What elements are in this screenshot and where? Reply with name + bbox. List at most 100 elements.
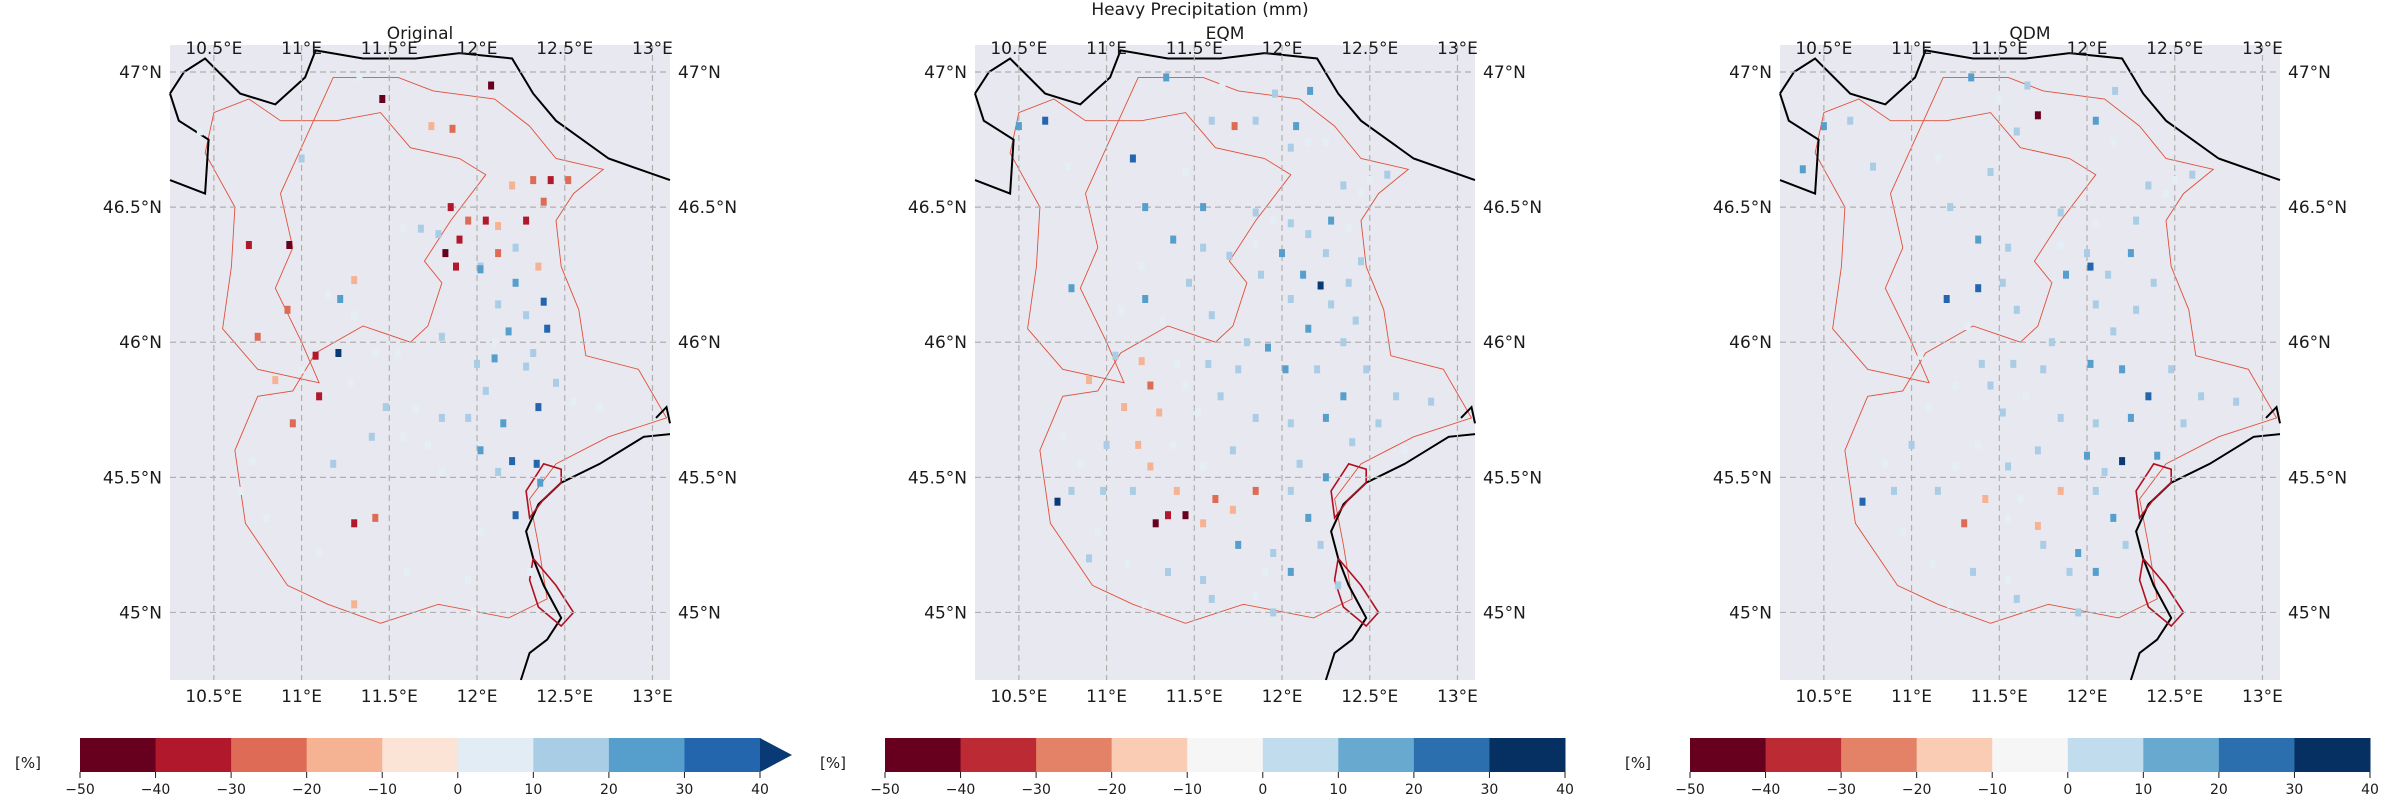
grid-cell [2057, 208, 2064, 217]
colorbar-tick-label: 10 [2134, 782, 2152, 798]
lon-tick-bottom: 12.5°E [2146, 687, 2203, 707]
colorbar: −50 −40 −30 −20 −10 0 10 20 30 40 [%] [15, 738, 792, 798]
map-panel-original: 10.5°E 10.5°E 11°E 11°E 11.5°E 11.5°E 12°E 12°E… [103, 24, 737, 707]
grid-cell [1252, 241, 1259, 249]
grid-cell [1952, 462, 1959, 471]
grid-cell [286, 241, 293, 249]
grid-cell [316, 549, 323, 557]
western-border [1779, 93, 1820, 196]
grid-cell [1340, 338, 1347, 347]
grid-cell [1229, 446, 1236, 455]
grid-cell [1366, 176, 1373, 185]
grid-cell [523, 311, 530, 320]
grid-cell [1015, 122, 1022, 131]
grid-cell [547, 176, 554, 185]
grid-cell [1147, 462, 1154, 471]
grid-cell [1335, 581, 1342, 590]
colorbar-tick-label: −30 [1826, 782, 1856, 798]
grid-cell [2092, 419, 2099, 428]
lon-tick-top: 11.5°E [1971, 39, 2028, 59]
grid-cell [1252, 413, 1259, 422]
grid-cell [1987, 381, 1994, 390]
lon-tick-bottom: 10.5°E [990, 687, 1047, 707]
grid-cell [1929, 559, 1936, 568]
grid-cell [1142, 295, 1149, 303]
grid-cell [2198, 392, 2205, 401]
panel-title: Original [387, 24, 454, 44]
grid-cell [1270, 216, 1277, 225]
grid-cell [491, 338, 498, 347]
grid-cell [435, 230, 442, 239]
lon-tick-top: 11.5°E [1166, 39, 1223, 59]
map-background [170, 45, 670, 680]
grid-cell [1908, 440, 1915, 449]
colorbar-tick-label: 20 [2210, 782, 2228, 798]
colorbar-tick-label: −50 [1675, 782, 1705, 798]
grid-cell [1975, 284, 1982, 293]
grid-cell [1200, 243, 1207, 252]
grid-cell [1358, 189, 1364, 198]
grid-cell [2057, 241, 2064, 249]
lon-tick-top: 12°E [2067, 39, 2108, 59]
colorbar-tick-label: 30 [1481, 782, 1499, 798]
grid-cell [2087, 262, 2094, 271]
colorbar-tick-label: 10 [1329, 782, 1347, 798]
grid-cell [1182, 381, 1189, 390]
grid-cell [1142, 600, 1149, 609]
grid-cell [1279, 249, 1285, 258]
grid-cell [2063, 270, 2069, 279]
lon-tick-top: 12.5°E [536, 39, 593, 59]
lat-tick-left: 46.5°N [1713, 198, 1772, 218]
colorbar-tick-label: 20 [1405, 782, 1423, 798]
grid-cell [1947, 203, 1954, 212]
grid-cell [1322, 413, 1329, 422]
grid-cell [1305, 513, 1312, 522]
grid-cell [289, 419, 296, 428]
grid-cell [1117, 305, 1124, 314]
colorbar-segment [608, 738, 685, 772]
grid-cell [2171, 176, 2178, 185]
grid-cell [368, 432, 375, 441]
lat-tick-left: 45.5°N [103, 468, 162, 488]
map-background [975, 45, 1475, 680]
grid-cell [544, 324, 551, 333]
colorbar-tick-label: −40 [1751, 782, 1781, 798]
colorbar-segment [155, 738, 232, 772]
grid-cell [1208, 311, 1215, 320]
lon-tick-bottom: 12.5°E [536, 687, 593, 707]
grid-cell [1982, 495, 1989, 503]
grid-cell [1170, 235, 1177, 244]
grid-cell [456, 235, 463, 244]
grid-cell [1428, 397, 1435, 406]
grid-cell [1328, 216, 1335, 225]
grid-cell [2112, 86, 2119, 95]
grid-cell [1100, 486, 1107, 495]
colorbar: −50 −40 −30 −20 −10 0 10 20 30 40 [%] [1625, 738, 2379, 798]
colorbar-segment [1036, 738, 1113, 772]
grid-cell [1820, 122, 1827, 131]
grid-cell [1138, 262, 1145, 271]
national-border [169, 49, 671, 182]
grid-cell [2133, 216, 2140, 225]
colorbar-tick-label: 30 [676, 782, 694, 798]
grid-cell [505, 327, 512, 336]
grid-cell [1077, 459, 1084, 468]
grid-cell [2013, 305, 2020, 314]
colorbar-segment [306, 738, 383, 772]
grid-cell [1217, 392, 1224, 401]
lon-tick-bottom: 11°E [281, 687, 322, 707]
colorbar-tick-label: 0 [453, 782, 462, 798]
lat-tick-left: 47°N [119, 63, 162, 83]
grid-cell [1129, 486, 1136, 495]
grid-cell [400, 224, 407, 233]
colorbar-segment [1111, 738, 1188, 772]
grid-cell [491, 354, 498, 363]
grid-cell [1252, 116, 1259, 125]
grid-cell [2040, 540, 2047, 549]
grid-cell [2127, 249, 2134, 258]
grid-cell [1393, 392, 1400, 401]
lon-tick-bottom: 10.5°E [185, 687, 242, 707]
grid-cell [1173, 359, 1180, 368]
colorbar-tick-label: −40 [946, 782, 976, 798]
